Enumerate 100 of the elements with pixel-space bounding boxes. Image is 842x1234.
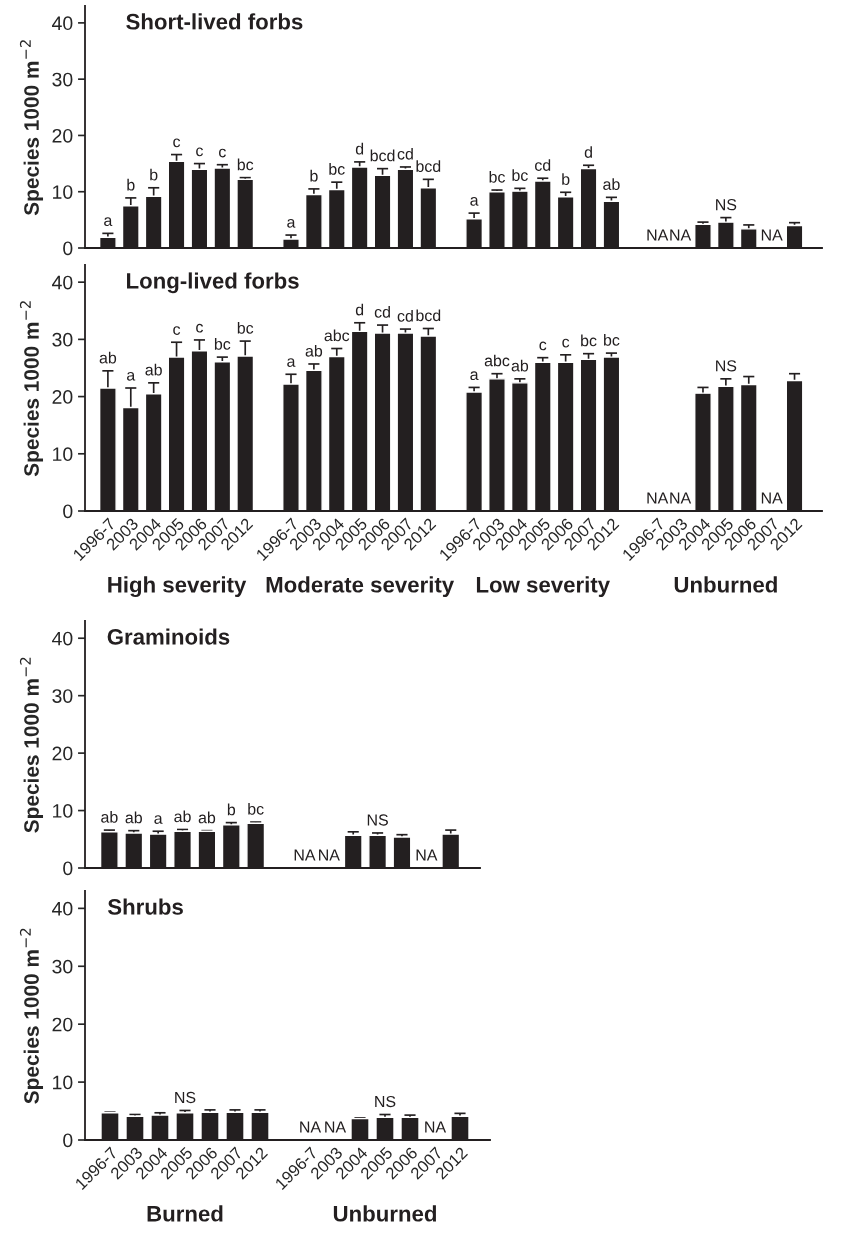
data-label: ab [198,811,216,824]
text: NA [425,1121,447,1133]
chart-title: Short-lived forbs [126,13,303,30]
data-label: b [227,803,236,816]
data-label: ab [125,811,142,824]
data-label: bc [329,163,345,175]
data-label: c [562,338,570,348]
text: NA [647,229,669,241]
y-tick-label: 20 [52,746,73,761]
data-label: NS [716,360,737,372]
data-label: bc [489,170,505,183]
text: High severity [108,576,247,598]
data-label: ab [101,811,118,823]
data-label: ab [99,351,117,364]
y-tick-label: 20 [52,128,73,143]
y-tick-label: 10 [53,1075,73,1090]
data-label: NS [716,198,737,211]
text: NA [761,229,783,241]
data-label: abc [324,329,350,342]
y-tick-label: 10 [53,804,73,818]
y-tick-label: 40 [52,631,73,646]
data-label: a [154,815,163,824]
data-label: b [562,173,570,185]
data-label: bc [581,334,597,347]
data-label: ab [174,810,191,823]
y-tick-label: 40 [52,16,73,31]
y-axis-title: Species 1000 m$^{−2}$ [19,301,44,477]
data-label: ab [145,363,162,376]
y-tick-label: 20 [52,1017,73,1032]
data-label: bc [237,158,254,171]
text: Moderate severity [266,576,455,597]
text: NA [300,1121,322,1133]
y-axis-title: Species 1000 m$^{−2}$ [19,657,44,833]
data-label: c [219,148,226,158]
data-label: a [127,371,136,381]
data-label: ab [511,359,529,372]
data-label: bcd [416,160,441,173]
chart-title: Graminoids [107,628,230,645]
data-label: a [104,217,113,227]
data-label: c [173,138,181,148]
data-label: NS [367,814,388,826]
data-label: d [584,146,592,158]
y-tick-label: 30 [52,689,73,703]
y-tick-label: 10 [53,447,73,462]
text: NA [319,849,340,861]
data-label: c [539,341,547,351]
data-label: ab [305,344,323,357]
data-label: d [355,303,364,316]
data-label: bc [604,334,620,346]
y-tick-label: 10 [53,185,73,199]
text: NA [761,492,783,504]
text: NA [670,229,692,241]
data-label: a [470,197,479,206]
y-axis-title: Species 1000 m$^{−2}$ [19,40,44,216]
y-tick-label: 30 [52,959,73,974]
y-tick-label: 0 [63,504,73,519]
y-tick-label: 0 [63,861,73,876]
data-label: c [196,147,204,157]
data-label: cd [397,147,413,160]
data-label: bc [214,338,231,350]
data-label: bcd [370,149,395,162]
data-label: cd [397,310,413,322]
text: NA [416,849,438,861]
data-label: c [173,326,181,335]
data-label: cd [374,306,390,318]
text: Unburned [333,1205,436,1222]
text: Burned [147,1205,223,1222]
data-label: abc [484,354,510,367]
y-tick-label: 30 [52,332,73,347]
data-label: a [287,218,296,228]
text: NA [294,849,316,861]
data-label: bcd [416,309,441,322]
data-label: ab [603,178,620,191]
data-label: bc [237,322,254,334]
text: NA [670,492,692,504]
y-tick-label: 40 [52,901,73,916]
text: NA [647,492,669,504]
data-label: c [196,323,204,333]
data-label: b [127,178,135,191]
data-label: d [355,142,364,155]
chart-title: Long-lived forbs [127,272,299,294]
data-label: bc [512,169,528,182]
y-tick-label: 40 [52,275,73,290]
y-tick-label: 30 [52,72,73,87]
y-axis-title: Species 1000 m$^{−2}$ [19,928,44,1104]
data-label: NS [375,1095,396,1108]
data-label: b [310,169,318,182]
text: Unburned [674,576,777,593]
data-label: a [287,358,296,367]
data-label: bc [248,802,264,815]
y-tick-label: 0 [63,241,73,256]
data-label: a [470,371,479,381]
data-label: NS [175,1091,196,1104]
text: NA [325,1121,347,1133]
chart-title: Shrubs [107,898,183,915]
data-label: cd [535,159,551,171]
text: Low severity [476,576,610,597]
y-tick-label: 0 [63,1133,73,1148]
y-tick-label: 20 [52,390,73,404]
data-label: b [150,168,158,181]
